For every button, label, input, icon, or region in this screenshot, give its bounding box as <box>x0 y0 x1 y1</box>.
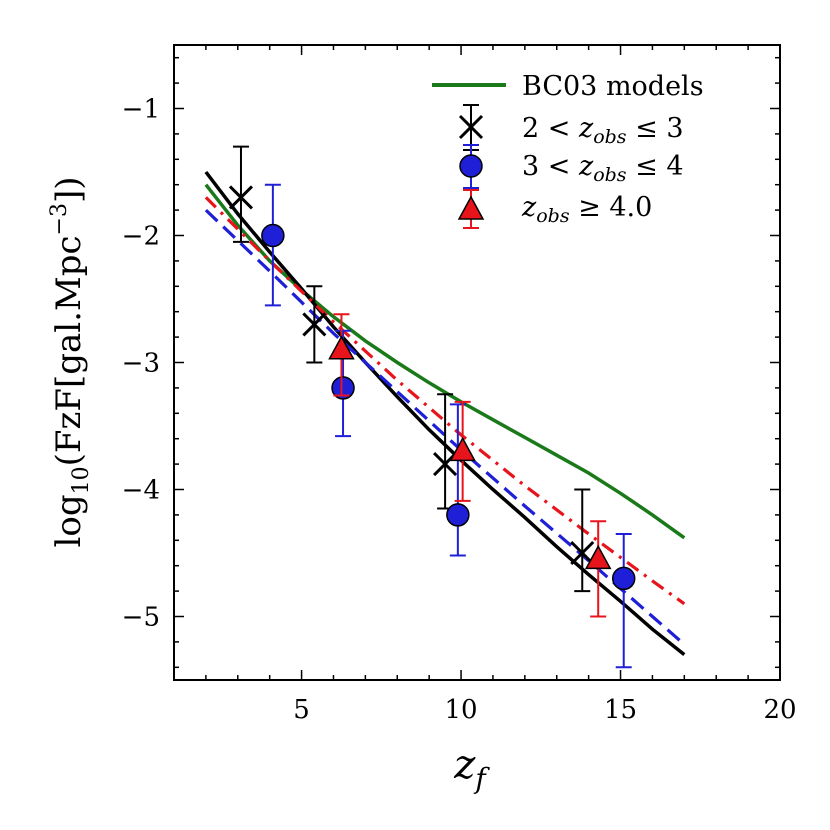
data-point-circle <box>446 503 470 527</box>
legend-label-z4: zobs ≥ 4.0 <box>521 192 652 227</box>
legend-label-z23: 2 < zobs ≤ 3 <box>522 113 684 148</box>
data-point-triangle <box>584 544 612 570</box>
y-tick-label: −4 <box>122 476 160 506</box>
data-point-triangle <box>328 335 355 360</box>
legend: BC03 models 2 < zobs ≤ 3 3 < zobs ≤ 4 zo… <box>432 71 704 229</box>
y-tick-label: −3 <box>122 349 160 379</box>
legend-label-bc03: BC03 models <box>522 71 704 102</box>
data-point-circle <box>261 223 285 248</box>
y-tick-label: −5 <box>122 603 160 633</box>
tick-labels: 5 10 15 20 −1 −2 −3 −4 −5 <box>122 95 797 726</box>
data-point-x <box>570 540 595 566</box>
y-axis-label: log10(FzF[gal.Mpc−3]) <box>47 176 94 547</box>
data-point-circle <box>331 376 355 400</box>
x-tick-label: 5 <box>293 695 310 725</box>
y-tick-label: −2 <box>122 222 160 252</box>
x-tick-label: 20 <box>763 695 796 725</box>
data-point-triangle <box>449 436 476 462</box>
line-bc03-models <box>204 183 686 540</box>
legend-marker-circle <box>459 144 483 189</box>
plot-frame <box>173 44 781 681</box>
data-point-x <box>228 185 254 210</box>
x-tick-label: 15 <box>604 695 637 725</box>
legend-marker-x <box>458 104 484 151</box>
data-points <box>228 145 636 669</box>
data-point-x <box>302 312 327 337</box>
line-fit-red <box>204 196 686 606</box>
y-tick-label: −1 <box>122 95 160 125</box>
data-point-circle <box>611 566 636 591</box>
x-tick-label: 10 <box>445 695 478 725</box>
legend-marker-triangle <box>457 189 485 229</box>
